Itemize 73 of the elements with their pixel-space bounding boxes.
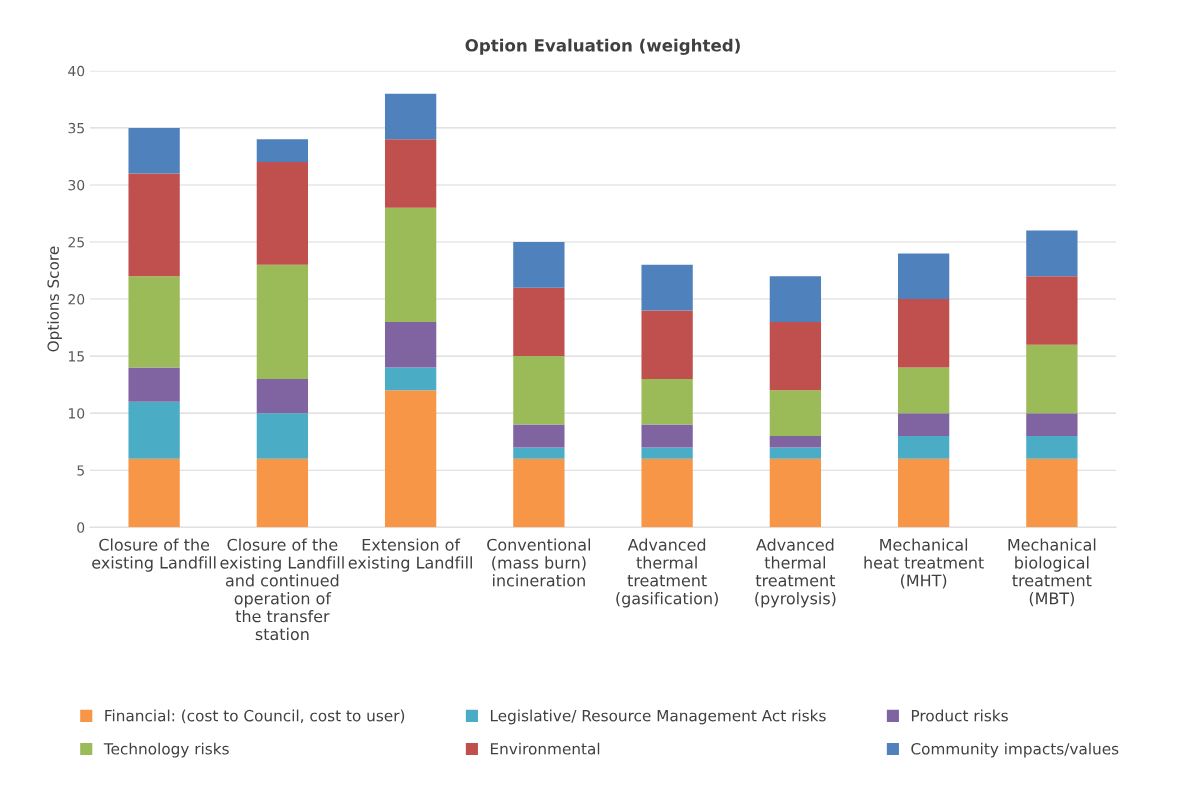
y-tick-label: 20 bbox=[68, 294, 85, 305]
bar bbox=[256, 162, 309, 265]
bar bbox=[256, 264, 309, 379]
bar bbox=[128, 367, 180, 402]
bar bbox=[1026, 344, 1078, 414]
bar bbox=[1026, 458, 1078, 528]
x-tick-label: Mechanical heat treatment (MHT) bbox=[864, 538, 984, 589]
bar bbox=[641, 447, 693, 459]
legend-label: Legislative/ Resource Management Act risks bbox=[490, 709, 826, 725]
bar bbox=[769, 276, 822, 322]
bar bbox=[897, 436, 950, 459]
legend-label: Financial: (cost to Council, cost to user) bbox=[105, 709, 405, 724]
bar bbox=[897, 458, 950, 528]
bar bbox=[513, 242, 565, 288]
legend-label: Environmental bbox=[490, 742, 600, 755]
chart-title: Option Evaluation (weighted) bbox=[465, 38, 740, 55]
x-tick-label: Closure of the existing Landfill and continued operation of the transfer station bbox=[220, 538, 344, 641]
bar bbox=[384, 207, 437, 322]
bar bbox=[769, 436, 822, 448]
x-tick-label: Closure of the existing Landfill bbox=[92, 538, 216, 572]
bar bbox=[641, 310, 693, 379]
bar bbox=[769, 447, 822, 459]
legend-label: Product risks bbox=[911, 709, 1008, 722]
y-tick-label: 30 bbox=[68, 179, 85, 191]
y-tick-label: 15 bbox=[68, 351, 84, 362]
bar bbox=[256, 378, 309, 414]
bar bbox=[128, 458, 180, 528]
bar bbox=[128, 276, 180, 368]
x-tick-label: Advanced thermal treatment (gasification) bbox=[616, 538, 718, 608]
bar bbox=[384, 321, 437, 368]
bar bbox=[897, 413, 950, 436]
bar bbox=[513, 458, 565, 528]
bar bbox=[1026, 230, 1078, 277]
bar bbox=[641, 458, 693, 528]
legend-label: Community impacts/values bbox=[911, 742, 1119, 758]
bar bbox=[769, 321, 822, 391]
bar bbox=[641, 424, 693, 448]
bar bbox=[641, 378, 693, 425]
bar bbox=[384, 93, 437, 140]
bar bbox=[897, 367, 950, 414]
bar bbox=[384, 390, 437, 528]
bar bbox=[256, 413, 309, 459]
bar bbox=[384, 367, 437, 391]
bar bbox=[128, 401, 180, 459]
y-tick-label: 40 bbox=[68, 65, 85, 77]
bar bbox=[513, 287, 565, 357]
x-tick-label: Conventional (mass burn) incineration bbox=[487, 538, 591, 587]
bar bbox=[384, 139, 437, 208]
y-tick-label: 35 bbox=[68, 122, 84, 134]
bar bbox=[1026, 276, 1078, 345]
bar bbox=[513, 356, 565, 425]
bar bbox=[769, 458, 822, 528]
bar bbox=[1026, 436, 1078, 459]
x-tick-label: Mechanical biological treatment (MBT) bbox=[1008, 538, 1096, 607]
x-tick-label: Advanced thermal treatment (pyrolysis) bbox=[755, 538, 836, 608]
x-tick-label: Extension of existing Landfill bbox=[348, 538, 472, 572]
y-tick-label: 25 bbox=[68, 236, 84, 248]
y-tick-label: 10 bbox=[68, 408, 85, 419]
y-axis-title: Options Score bbox=[47, 246, 62, 352]
bar bbox=[513, 447, 565, 459]
bar bbox=[128, 127, 180, 174]
bar bbox=[897, 253, 950, 300]
y-tick-label: 0 bbox=[77, 522, 85, 533]
y-tick-label: 5 bbox=[77, 465, 84, 476]
bar bbox=[769, 390, 822, 436]
bar bbox=[256, 458, 309, 528]
legend-label: Technology risks bbox=[103, 742, 229, 758]
bar bbox=[641, 264, 693, 311]
bar bbox=[256, 139, 309, 163]
bar bbox=[1026, 413, 1078, 436]
bar bbox=[897, 299, 950, 368]
bar bbox=[513, 424, 565, 448]
bar bbox=[128, 173, 180, 277]
